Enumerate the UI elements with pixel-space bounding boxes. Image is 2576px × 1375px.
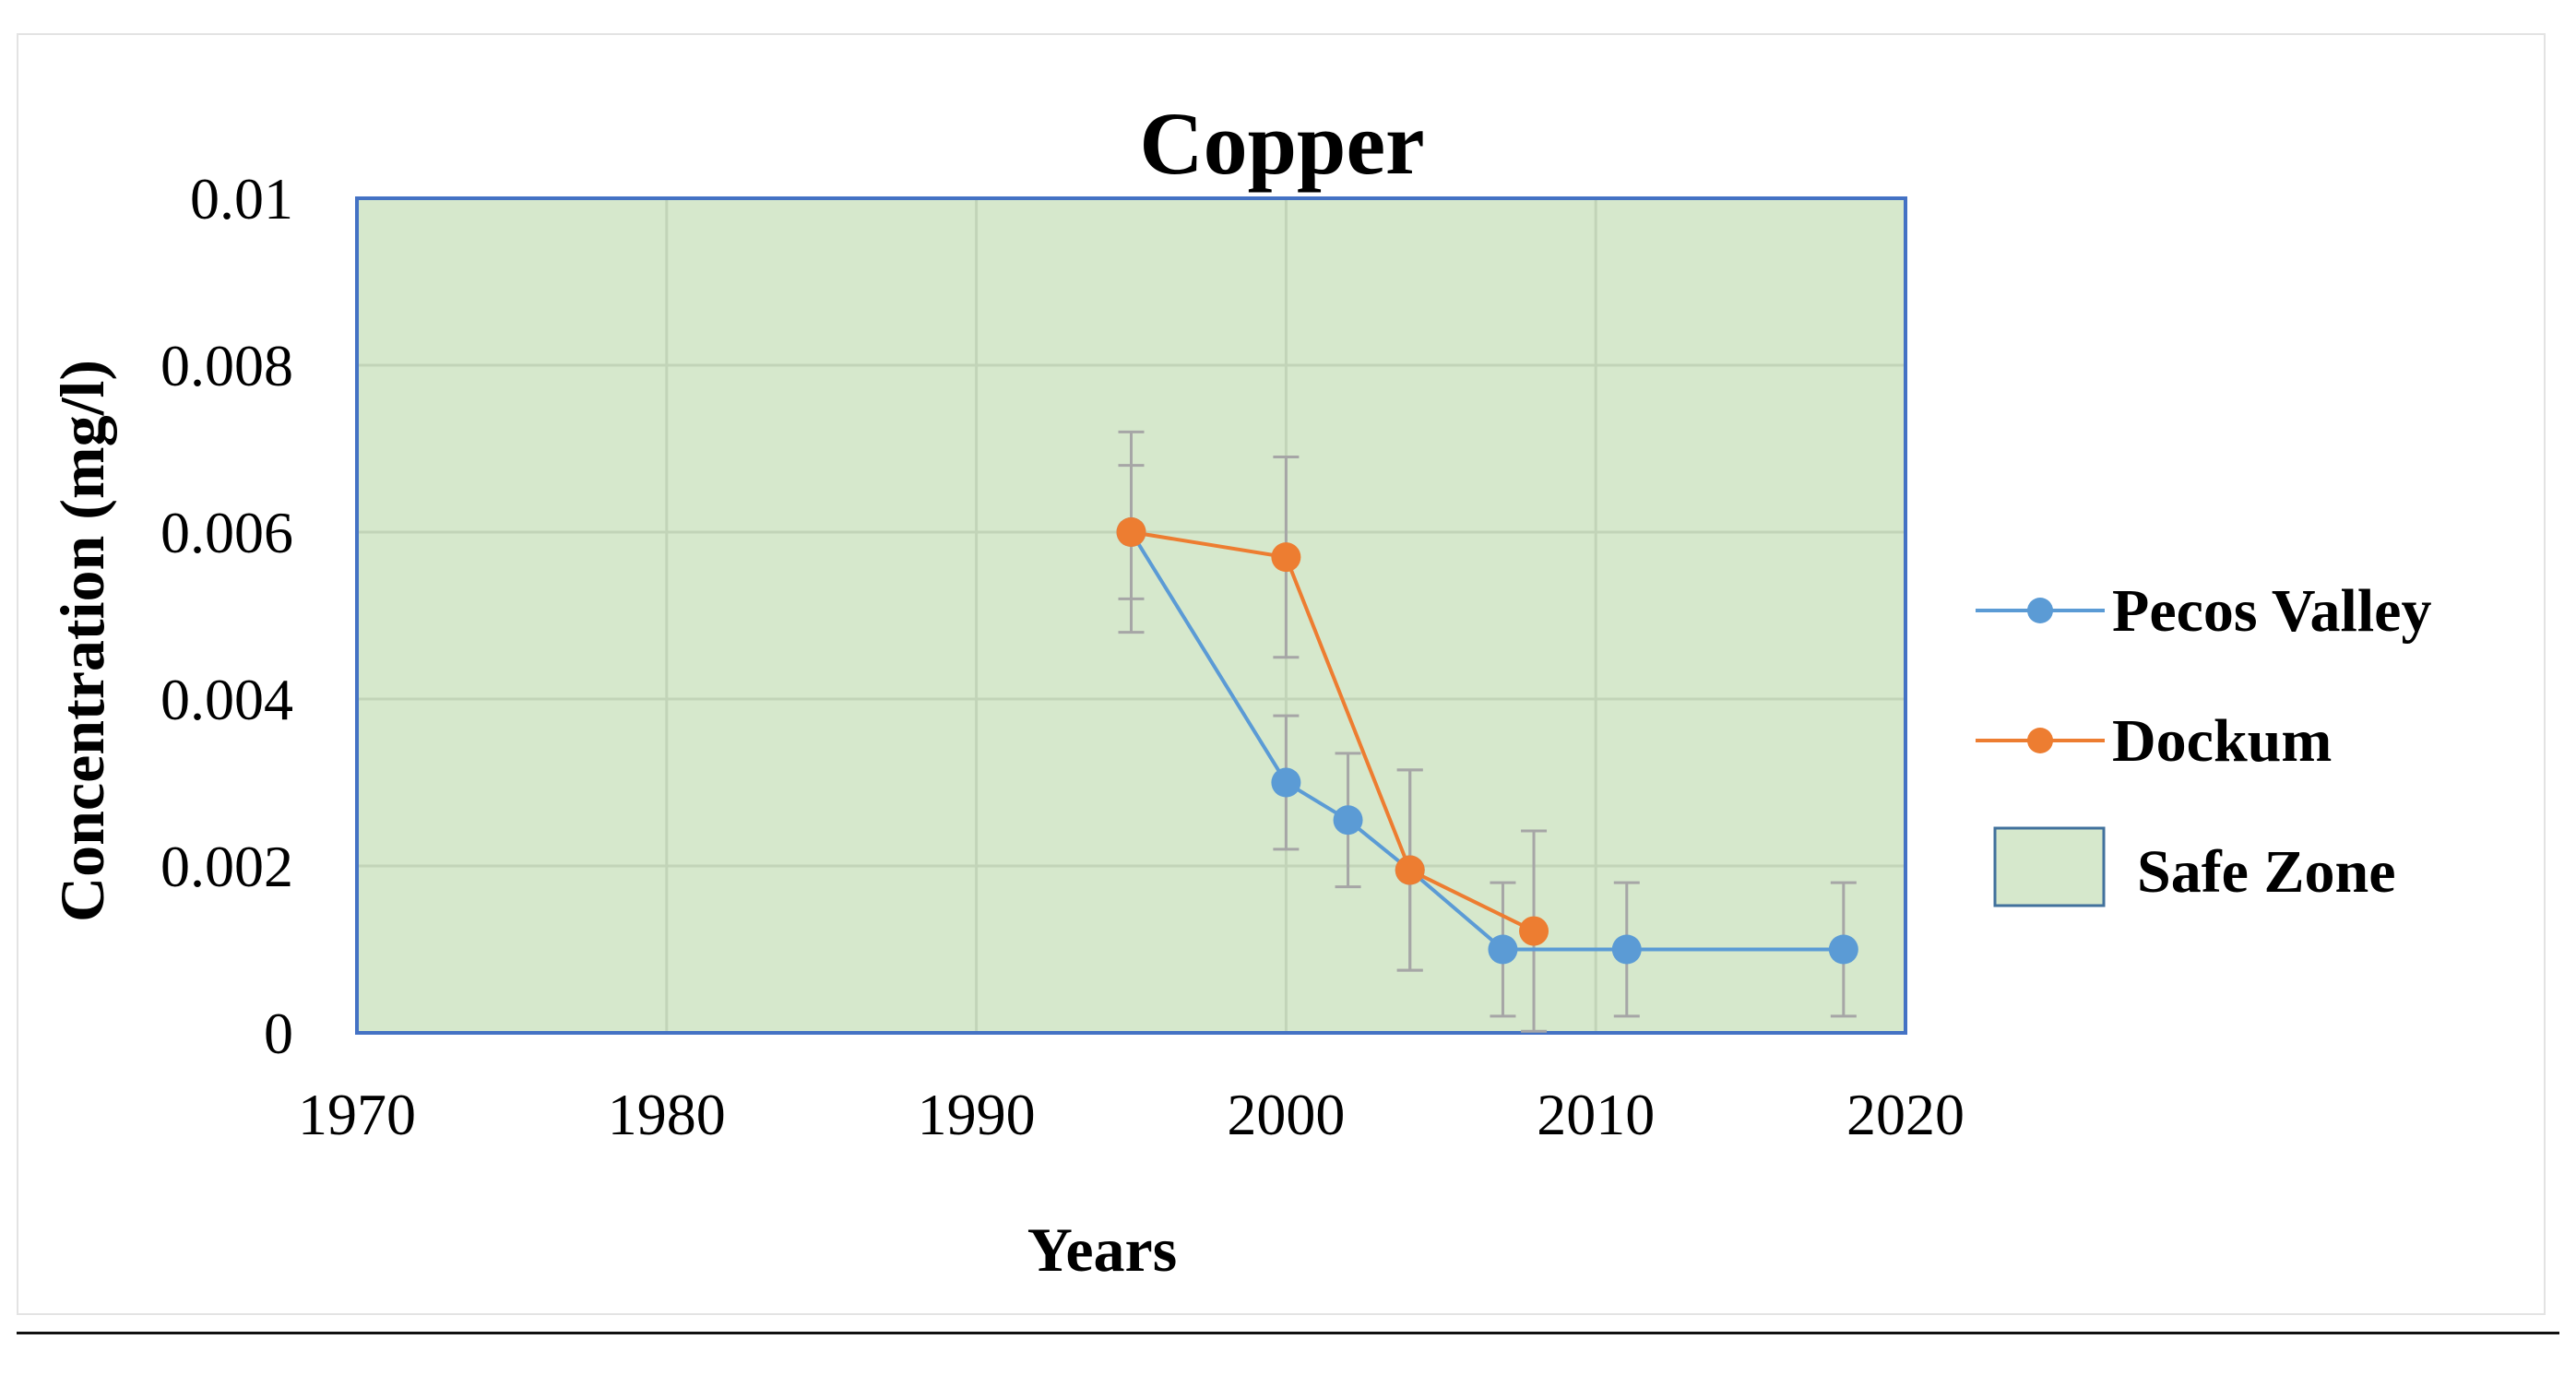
data-point-dockum-2004 (1395, 855, 1425, 885)
data-point-pecos-valley-2002 (1333, 805, 1363, 836)
data-markers (1116, 517, 1858, 965)
x-axis-ticks: 1970 1980 1990 2000 2010 2020 (298, 1082, 1965, 1147)
x-tick-label-1990: 1990 (918, 1082, 1036, 1147)
chart-title: Copper (1139, 94, 1424, 193)
x-tick-label-2000: 2000 (1227, 1082, 1345, 1147)
legend: Pecos Valley Dockum Safe Zone (1976, 577, 2431, 907)
y-tick-label-0: 0 (264, 1001, 293, 1066)
data-point-dockum-2000 (1271, 542, 1301, 573)
legend-label-safe-zone: Safe Zone (2137, 838, 2396, 906)
x-axis-label: Years (1027, 1215, 1177, 1285)
legend-label-pecos-valley: Pecos Valley (2112, 577, 2431, 645)
y-tick-label-3: 0.006 (160, 500, 293, 565)
data-point-dockum-2008 (1519, 916, 1549, 946)
data-point-pecos-valley-2011 (1611, 934, 1642, 965)
data-point-pecos-valley-2018 (1828, 934, 1858, 965)
plot-border-rect (355, 196, 1907, 1035)
legend-marker-dockum (2027, 728, 2053, 753)
data-point-pecos-valley-2000 (1271, 767, 1301, 798)
plot-area-border (355, 196, 1907, 1035)
legend-item-dockum: Dockum (1976, 707, 2332, 775)
legend-item-safe-zone: Safe Zone (1993, 826, 2396, 907)
x-tick-label-2010: 2010 (1537, 1082, 1655, 1147)
data-point-pecos-valley-2007 (1488, 934, 1518, 965)
legend-item-pecos-valley: Pecos Valley (1976, 577, 2431, 645)
y-tick-label-1: 0.002 (160, 834, 293, 899)
y-tick-label-5: 0.01 (190, 166, 293, 231)
x-tick-label-1970: 1970 (298, 1082, 416, 1147)
series-line-dockum (1131, 530, 1535, 933)
x-tick-label-2020: 2020 (1846, 1082, 1965, 1147)
bottom-rule (17, 1332, 2559, 1334)
x-tick-label-1980: 1980 (608, 1082, 726, 1147)
legend-swatch-safe-zone (1993, 826, 2106, 907)
legend-label-dockum: Dockum (2112, 707, 2332, 775)
y-tick-label-4: 0.008 (160, 333, 293, 398)
legend-marker-pecos-valley (2027, 598, 2053, 623)
y-axis-ticks: 0 0.002 0.004 0.006 0.008 0.01 (160, 166, 293, 1066)
y-axis-label: Concentration (mg/l) (47, 360, 117, 922)
y-tick-label-2: 0.004 (160, 667, 293, 732)
data-point-dockum-1995 (1116, 517, 1146, 547)
